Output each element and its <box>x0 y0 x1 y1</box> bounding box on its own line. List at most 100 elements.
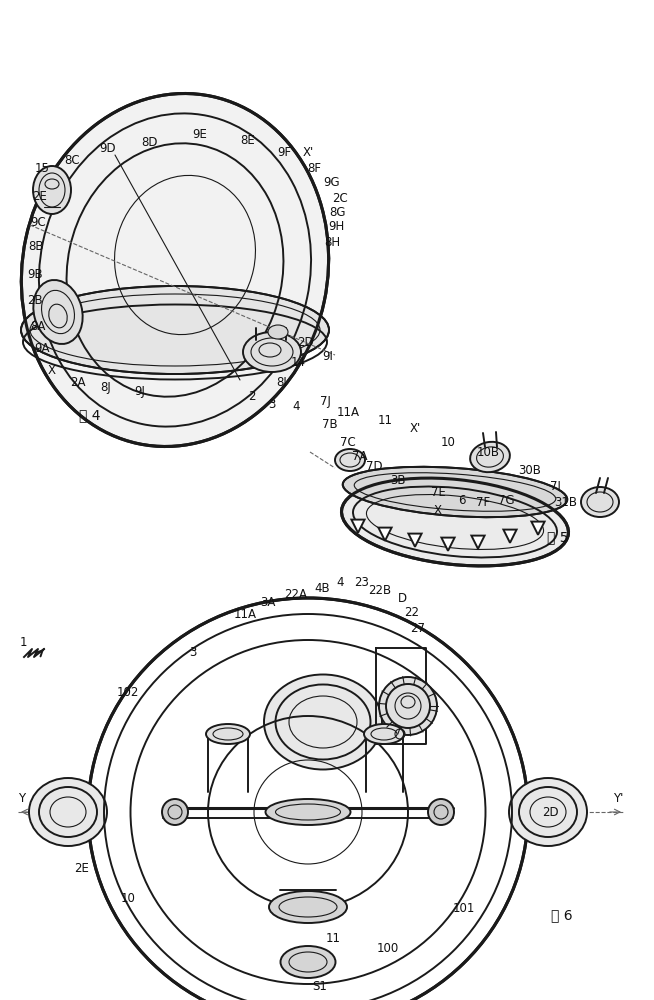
Text: 8E: 8E <box>241 133 255 146</box>
Text: 30B: 30B <box>519 464 542 477</box>
Text: 6: 6 <box>458 493 466 506</box>
Text: 22A: 22A <box>284 587 307 600</box>
Text: 7D: 7D <box>366 460 383 473</box>
Ellipse shape <box>470 442 510 472</box>
Text: 9A: 9A <box>34 342 50 355</box>
Text: 3B: 3B <box>390 474 405 487</box>
Text: S1: S1 <box>313 980 328 992</box>
Ellipse shape <box>33 280 82 344</box>
Text: X: X <box>48 363 56 376</box>
Ellipse shape <box>269 891 347 923</box>
Polygon shape <box>504 530 517 543</box>
Polygon shape <box>441 538 455 551</box>
Text: 10: 10 <box>441 436 455 448</box>
Text: 9H: 9H <box>328 221 344 233</box>
Text: 10: 10 <box>120 892 135 904</box>
Polygon shape <box>472 536 485 549</box>
Ellipse shape <box>364 724 404 744</box>
Text: 3: 3 <box>268 398 276 412</box>
Text: 7G: 7G <box>498 493 514 506</box>
Ellipse shape <box>243 332 301 372</box>
Text: 9D: 9D <box>99 141 116 154</box>
Text: 9C: 9C <box>30 216 46 229</box>
Ellipse shape <box>22 94 329 446</box>
Text: 2A: 2A <box>70 375 86 388</box>
Text: 2C: 2C <box>332 192 348 205</box>
Text: 7B: 7B <box>322 418 338 430</box>
Text: 11A: 11A <box>233 608 256 621</box>
Ellipse shape <box>162 799 188 825</box>
Text: 11: 11 <box>377 414 392 426</box>
Ellipse shape <box>268 325 288 339</box>
Text: 4B: 4B <box>314 582 330 594</box>
Ellipse shape <box>88 598 528 1000</box>
Text: X': X' <box>302 145 314 158</box>
Ellipse shape <box>206 724 250 744</box>
Text: 102: 102 <box>117 686 139 698</box>
Ellipse shape <box>379 677 437 735</box>
Text: 图 5: 图 5 <box>547 530 569 544</box>
Text: 2: 2 <box>249 389 256 402</box>
Text: 27: 27 <box>411 621 426 635</box>
Text: 3: 3 <box>189 646 197 658</box>
Polygon shape <box>351 520 364 533</box>
Text: 4: 4 <box>336 576 344 588</box>
Text: 9G: 9G <box>324 176 340 188</box>
Polygon shape <box>532 522 545 535</box>
Ellipse shape <box>264 674 382 770</box>
Text: 14: 14 <box>290 356 305 368</box>
Ellipse shape <box>581 487 619 517</box>
Text: 9F: 9F <box>277 145 291 158</box>
Text: 8B: 8B <box>28 239 44 252</box>
Text: 31B: 31B <box>555 495 577 508</box>
Text: 23: 23 <box>354 576 370 588</box>
Text: Y: Y <box>18 792 26 804</box>
Text: 7E: 7E <box>430 487 445 499</box>
Text: 2D: 2D <box>542 806 559 818</box>
Ellipse shape <box>509 778 587 846</box>
Text: 8A: 8A <box>30 320 46 332</box>
Text: 8F: 8F <box>307 161 321 174</box>
Text: Y': Y' <box>613 792 623 804</box>
Text: 图 6: 图 6 <box>551 908 573 922</box>
Text: 3A: 3A <box>260 595 276 608</box>
Text: 7J: 7J <box>320 395 330 408</box>
Text: 9I: 9I <box>322 350 334 362</box>
Ellipse shape <box>335 449 365 471</box>
Ellipse shape <box>29 778 107 846</box>
Text: 8D: 8D <box>142 135 158 148</box>
Text: 7F: 7F <box>476 495 490 508</box>
Ellipse shape <box>21 286 329 374</box>
Ellipse shape <box>428 799 454 825</box>
Text: 7A: 7A <box>353 450 368 464</box>
Text: 8J: 8J <box>101 381 111 394</box>
Text: 2D: 2D <box>297 336 313 349</box>
Text: 图 4: 图 4 <box>79 408 101 422</box>
Text: X': X' <box>409 422 421 434</box>
Text: 2E: 2E <box>75 861 90 874</box>
Text: 10B: 10B <box>477 446 500 458</box>
Ellipse shape <box>281 946 336 978</box>
Text: 15: 15 <box>35 161 50 174</box>
Text: 8G: 8G <box>330 206 346 219</box>
Text: 11A: 11A <box>337 406 360 418</box>
Text: 4: 4 <box>292 399 300 412</box>
Text: 9B: 9B <box>27 267 43 280</box>
Ellipse shape <box>343 467 567 517</box>
Text: 7C: 7C <box>340 436 356 448</box>
Polygon shape <box>379 528 392 541</box>
Polygon shape <box>408 534 422 547</box>
Text: 9J: 9J <box>135 385 145 398</box>
Ellipse shape <box>341 478 568 566</box>
Text: D: D <box>398 591 407 604</box>
Text: 22B: 22B <box>368 584 392 596</box>
Text: 9E: 9E <box>192 127 207 140</box>
Text: 8H: 8H <box>324 236 340 249</box>
Text: 7I: 7I <box>549 480 560 492</box>
Text: 100: 100 <box>377 942 399 954</box>
Text: 8C: 8C <box>64 153 80 166</box>
Text: 22: 22 <box>405 605 419 618</box>
Text: 8I: 8I <box>277 375 287 388</box>
Text: 2E: 2E <box>33 190 48 202</box>
Text: 2B: 2B <box>27 294 43 306</box>
